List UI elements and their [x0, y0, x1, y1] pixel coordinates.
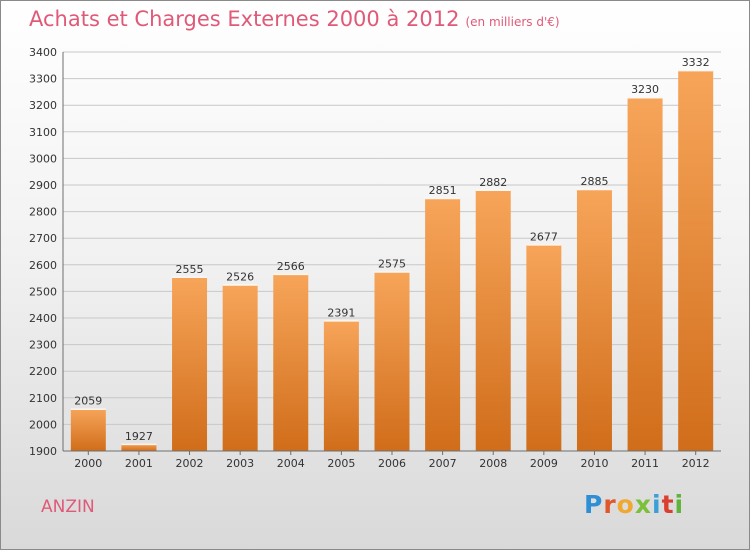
data-label-2011: 3230 [631, 83, 659, 96]
y-tick-label: 3200 [29, 99, 57, 112]
logo-letter: i [652, 490, 662, 519]
y-tick-label: 1900 [29, 445, 57, 458]
x-tick-label: 2009 [530, 457, 558, 470]
bar-2004 [273, 273, 309, 451]
y-tick-label: 2600 [29, 259, 57, 272]
bar-2000 [70, 408, 106, 451]
place-name: ANZIN [41, 497, 95, 517]
y-tick-label: 2100 [29, 392, 57, 405]
x-tick-label: 2005 [327, 457, 355, 470]
x-tick-label: 2001 [125, 457, 153, 470]
x-axis-tick-labels: 2000 2001 2002 2003 2004 2005 2006 2007 2008 2009… [74, 451, 710, 470]
bar-2009 [526, 244, 562, 451]
axes [62, 52, 721, 452]
y-tick-label: 3300 [29, 73, 57, 86]
bar-2012 [678, 70, 714, 451]
y-tick-label: 2900 [29, 179, 57, 192]
data-label-2004: 2566 [277, 260, 305, 273]
logo-letter: P [584, 490, 604, 519]
data-label-2007: 2851 [429, 184, 457, 197]
bar-2003 [222, 284, 258, 451]
chart-title-text: Achats et Charges Externes 2000 à 2012 [29, 7, 460, 31]
logo-letter: o [616, 490, 635, 519]
y-tick-label: 2000 [29, 418, 57, 431]
bars [70, 69, 714, 452]
y-tick-label: 3400 [29, 46, 57, 59]
data-label-2008: 2882 [479, 176, 507, 189]
data-label-2009: 2677 [530, 230, 558, 243]
x-tick-label: 2008 [479, 457, 507, 470]
bar-2006 [374, 271, 410, 451]
y-tick-label: 2300 [29, 339, 57, 352]
x-tick-label: 2004 [277, 457, 305, 470]
x-tick-label: 2011 [631, 457, 659, 470]
bar-2002 [172, 276, 208, 451]
bar-2005 [323, 320, 359, 451]
logo-letter: x [634, 490, 652, 519]
data-labels: 2059 1927 2555 2526 2566 2391 2575 2851 2882 2677… [74, 56, 709, 443]
x-tick-label: 2010 [580, 457, 608, 470]
x-tick-label: 2003 [226, 457, 254, 470]
bar-2010 [576, 188, 612, 452]
y-axis-tick-labels: 1900 2000 2100 2200 2300 2400 2500 2600 2700 2800… [29, 46, 57, 458]
data-label-2010: 2885 [580, 175, 608, 188]
bar-2011 [627, 97, 663, 451]
data-label-2003: 2526 [226, 270, 254, 283]
chart-unit-text: (en milliers d'€) [465, 15, 560, 29]
y-tick-label: 3000 [29, 152, 57, 165]
x-tick-label: 2000 [74, 457, 102, 470]
data-label-2012: 3332 [682, 56, 710, 69]
data-label-2000: 2059 [74, 395, 102, 408]
y-tick-label: 2700 [29, 232, 57, 245]
bar-2008 [475, 189, 511, 451]
logo-letter: i [674, 490, 685, 519]
y-tick-label: 2500 [29, 285, 57, 298]
chart-title: Achats et Charges Externes 2000 à 2012 (e… [29, 7, 560, 31]
logo-letter: t [661, 490, 675, 519]
x-tick-label: 2012 [682, 457, 710, 470]
bar-2001 [121, 443, 157, 451]
logo-letter: r [603, 490, 617, 519]
y-tick-label: 2800 [29, 206, 57, 219]
data-label-2001: 1927 [125, 430, 153, 443]
x-tick-label: 2002 [176, 457, 204, 470]
data-label-2002: 2555 [176, 263, 204, 276]
data-label-2005: 2391 [327, 306, 355, 319]
x-tick-label: 2007 [429, 457, 457, 470]
y-tick-label: 2400 [29, 312, 57, 325]
data-label-2006: 2575 [378, 257, 406, 270]
y-tick-label: 3100 [29, 126, 57, 139]
x-tick-label: 2006 [378, 457, 406, 470]
proxiti-logo: Proxiti [584, 490, 684, 519]
bar-2007 [425, 198, 461, 451]
y-tick-label: 2200 [29, 365, 57, 378]
